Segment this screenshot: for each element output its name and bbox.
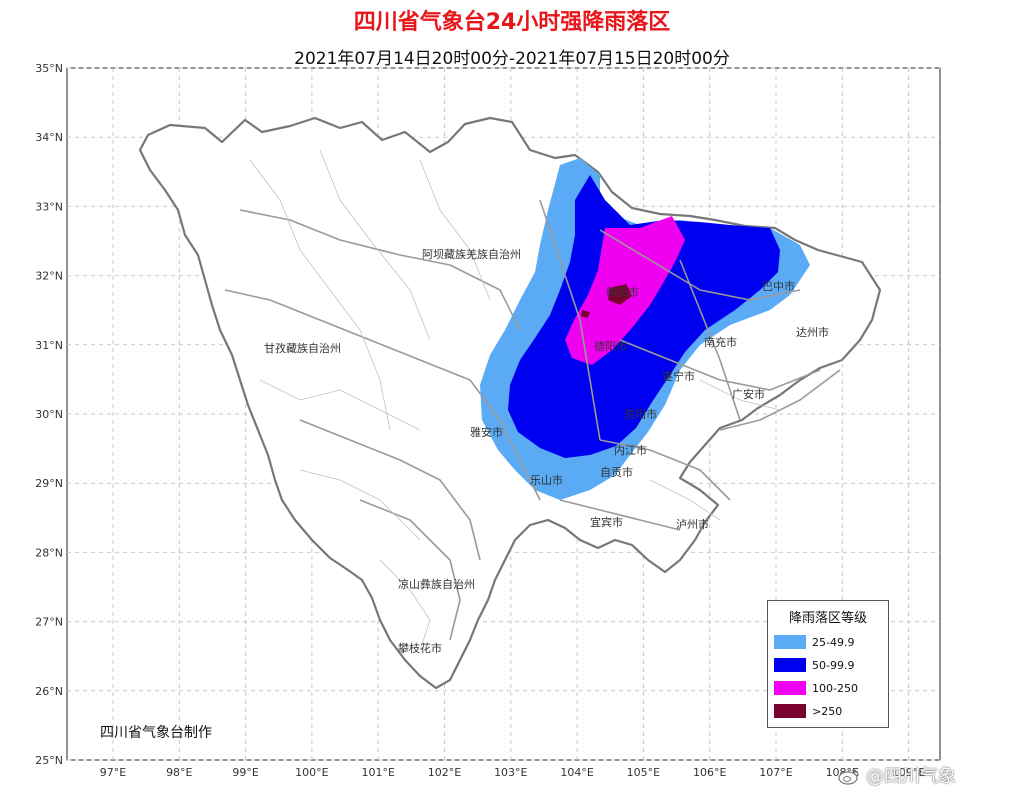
lon-tick-label: 103°E <box>494 766 527 779</box>
label-yaan: 雅安市 <box>470 425 503 439</box>
label-zigong: 自贡市 <box>600 465 633 479</box>
label-neijiang: 内江市 <box>614 443 647 457</box>
label-suining: 遂宁市 <box>662 369 695 383</box>
legend-swatch <box>774 681 806 695</box>
lon-tick-label: 107°E <box>759 766 792 779</box>
lat-tick-label: 31°N <box>35 339 63 352</box>
legend-item: 25-49.9 <box>774 635 854 649</box>
county-boundaries <box>249 149 781 651</box>
lon-tick-label: 104°E <box>560 766 593 779</box>
lon-tick-label: 99°E <box>232 766 258 779</box>
lat-tick-label: 28°N <box>35 546 63 559</box>
label-dazhou: 达州市 <box>796 325 829 339</box>
lat-tick-label: 34°N <box>35 131 63 144</box>
label-aba: 阿坝藏族羌族自治州 <box>422 247 521 261</box>
lat-tick-label: 35°N <box>35 62 63 75</box>
legend-swatch <box>774 704 806 718</box>
label-yibin: 宜宾市 <box>590 515 623 529</box>
lat-tick-label: 27°N <box>35 616 63 629</box>
label-luzhou: 泸州市 <box>676 517 709 531</box>
legend-label: >250 <box>812 704 843 718</box>
legend-swatch <box>774 635 806 649</box>
lat-tick-label: 33°N <box>35 200 63 213</box>
lon-tick-label: 106°E <box>693 766 726 779</box>
label-ganzi: 甘孜藏族自治州 <box>264 341 341 355</box>
weibo-watermark: @四川气象 <box>838 762 956 788</box>
watermark-text: @四川气象 <box>866 766 956 787</box>
label-leshan: 乐山市 <box>530 473 563 487</box>
lon-tick-label: 102°E <box>428 766 461 779</box>
legend-swatch <box>774 658 806 672</box>
lon-tick-label: 105°E <box>627 766 660 779</box>
lon-tick-label: 109°E <box>892 766 925 779</box>
map-title: 四川省气象台24小时强降雨落区 <box>353 10 671 35</box>
label-liangshan: 凉山彝族自治州 <box>398 577 475 591</box>
label-bazhong: 巴中市 <box>762 279 795 293</box>
legend-label: 100-250 <box>812 681 858 695</box>
label-ziyang: 资阳市 <box>624 407 657 421</box>
lon-tick-label: 98°E <box>166 766 192 779</box>
lat-tick-label: 32°N <box>35 270 63 283</box>
legend-item: >250 <box>774 704 842 718</box>
weibo-icon <box>838 769 859 785</box>
lon-tick-label: 101°E <box>361 766 394 779</box>
lat-tick-label: 30°N <box>35 408 63 421</box>
legend-item: 100-250 <box>774 681 858 695</box>
legend-title: 降雨落区等级 <box>788 611 867 626</box>
lat-tick-label: 25°N <box>35 754 63 767</box>
legend-label: 25-49.9 <box>812 635 855 649</box>
label-nanchong: 南充市 <box>704 335 737 349</box>
legend: 降雨落区等级 25-49.9 50-99.9 100-250 >250 <box>767 600 889 728</box>
lat-tick-label: 26°N <box>35 685 63 698</box>
legend-label: 50-99.9 <box>812 658 855 672</box>
lon-tick-label: 100°E <box>295 766 328 779</box>
label-panzhihua: 攀枝花市 <box>398 641 442 655</box>
map-subtitle: 2021年07月14日20时00分-2021年07月15日20时00分 <box>294 49 730 69</box>
lat-tick-label: 29°N <box>35 477 63 490</box>
credit-text: 四川省气象台制作 <box>100 725 212 741</box>
label-mianyang: 绵阳市 <box>606 285 639 299</box>
legend-item: 50-99.9 <box>774 658 854 672</box>
rain-zone-50-99.9 <box>508 175 780 458</box>
label-guangan: 广安市 <box>732 387 765 401</box>
prefecture-boundaries <box>224 199 841 641</box>
label-deyang: 德阳市 <box>594 339 627 353</box>
lon-tick-label: 97°E <box>100 766 126 779</box>
axis-ticks: 35°N 34°N 33°N 32°N 31°N 30°N 29°N 28°N 27°N 26°N… <box>35 62 925 779</box>
rain-zone-over-250 <box>581 284 632 318</box>
